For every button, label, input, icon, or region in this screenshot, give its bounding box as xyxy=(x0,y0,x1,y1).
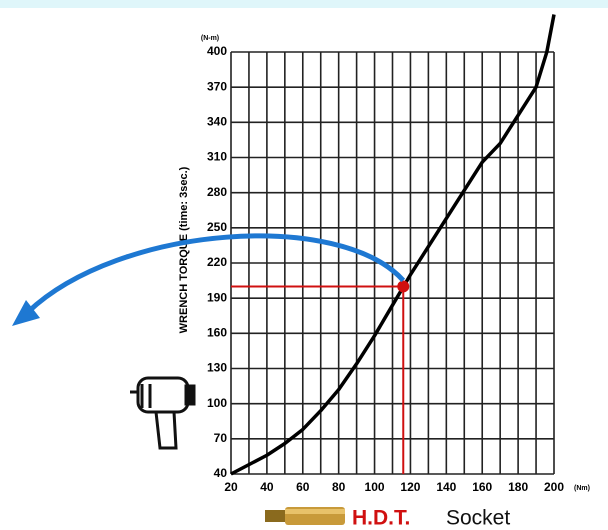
x-tick-label: 180 xyxy=(508,480,528,494)
y-tick-label: 100 xyxy=(207,396,227,410)
y-tick-label: 340 xyxy=(207,115,227,129)
y-tick-label: 160 xyxy=(207,326,227,340)
socket-icon xyxy=(265,507,345,525)
y-tick-label: 130 xyxy=(207,361,227,375)
arrow xyxy=(26,233,406,314)
x-tick-label: 200 xyxy=(544,480,564,494)
y-tick-label: 250 xyxy=(207,220,227,234)
x-tick-label: 80 xyxy=(332,480,346,494)
product: Socket xyxy=(446,507,510,530)
brand: H.D.T. xyxy=(352,507,410,530)
x-tick-label: 20 xyxy=(224,480,238,494)
y-tick-label: 40 xyxy=(214,466,228,480)
drill-icon xyxy=(130,376,196,450)
y-tick-label: 310 xyxy=(207,150,227,164)
arrow-head xyxy=(12,300,40,326)
marker xyxy=(397,280,410,293)
x-unit: (Nm) xyxy=(574,485,590,492)
y-tick-label: 70 xyxy=(214,431,228,445)
y-tick-label: 190 xyxy=(207,290,227,304)
top-band xyxy=(0,0,608,8)
x-tick-label: 160 xyxy=(472,480,492,494)
y-tick-label: 220 xyxy=(207,255,227,269)
x-tick-label: 140 xyxy=(436,480,456,494)
y-axis-label: WRENCH TORQUE (time: 3sec.) xyxy=(178,166,190,333)
y-tick-label: 280 xyxy=(207,185,227,199)
x-tick-label: 100 xyxy=(365,480,385,494)
y-tick-label: 370 xyxy=(207,79,227,93)
x-tick-label: 60 xyxy=(296,480,310,494)
x-tick-label: 40 xyxy=(260,480,274,494)
y-unit: (N-m) xyxy=(201,35,219,42)
x-tick-label: 120 xyxy=(400,480,420,494)
y-tick-label: 400 xyxy=(207,44,227,58)
